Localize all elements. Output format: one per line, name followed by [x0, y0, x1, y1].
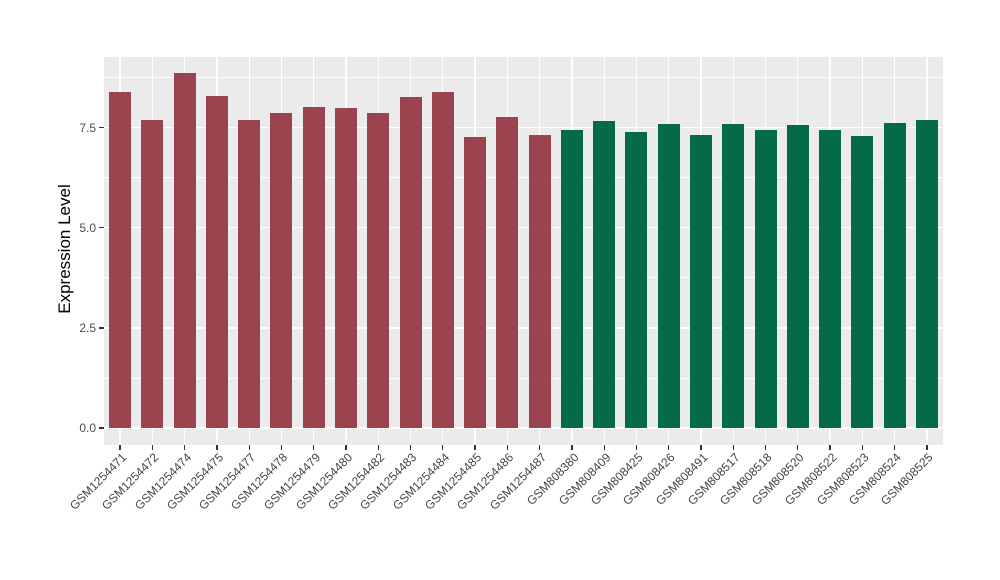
- y-tick-label: 7.5: [79, 120, 96, 135]
- bar-GSM808523: [851, 135, 874, 428]
- major-gridline: [104, 227, 943, 229]
- bar-GSM1254485: [464, 137, 487, 428]
- bar-GSM1254474: [173, 73, 196, 428]
- bar-GSM808425: [625, 132, 648, 428]
- bar-GSM1254486: [496, 117, 519, 428]
- y-tick-mark: [99, 126, 104, 129]
- x-tick-mark: [377, 445, 379, 450]
- bar-GSM808522: [819, 130, 842, 428]
- x-tick-mark: [119, 445, 121, 450]
- bar-GSM808524: [883, 123, 906, 428]
- bar-GSM808409: [593, 120, 616, 428]
- y-tick-label: 5.0: [79, 220, 96, 235]
- x-tick-mark: [829, 445, 831, 450]
- x-tick-mark: [571, 445, 573, 450]
- y-tick-mark: [99, 327, 104, 329]
- x-tick-mark: [603, 445, 605, 450]
- major-gridline: [104, 427, 943, 429]
- bar-GSM1254477: [238, 120, 261, 428]
- y-axis-title: Expression Level: [55, 184, 74, 314]
- minor-gridline: [104, 77, 943, 78]
- bar-GSM1254479: [302, 106, 325, 428]
- major-gridline: [104, 126, 943, 129]
- bar-GSM1254472: [141, 120, 164, 428]
- bar-GSM1254482: [367, 112, 390, 428]
- bar-GSM1254480: [335, 108, 358, 428]
- bar-GSM808517: [722, 124, 745, 428]
- x-tick-mark: [538, 445, 541, 450]
- bar-GSM1254487: [528, 135, 551, 428]
- x-tick-mark: [861, 445, 863, 450]
- x-tick-mark: [184, 445, 186, 450]
- bar-GSM1254483: [399, 96, 422, 428]
- x-tick-mark: [797, 445, 799, 450]
- bar-GSM808380: [560, 130, 583, 428]
- minor-gridline: [104, 377, 943, 379]
- x-tick-mark: [732, 445, 734, 450]
- x-tick-mark: [474, 445, 476, 450]
- x-tick-mark: [442, 445, 444, 450]
- minor-gridline: [104, 177, 943, 179]
- x-tick-mark: [345, 445, 347, 450]
- x-tick-mark: [668, 445, 670, 450]
- major-gridline: [104, 327, 943, 329]
- x-tick-mark: [151, 445, 154, 450]
- y-tick-mark: [99, 427, 104, 429]
- x-tick-mark: [893, 445, 896, 450]
- bar-GSM1254484: [431, 91, 454, 428]
- x-tick-mark: [764, 445, 767, 450]
- x-tick-mark: [506, 445, 508, 450]
- x-tick-mark: [313, 445, 315, 450]
- minor-gridline: [104, 277, 943, 279]
- y-tick-mark: [99, 227, 104, 229]
- x-tick-mark: [409, 445, 412, 450]
- x-tick-mark: [700, 445, 702, 450]
- x-tick-mark: [926, 445, 928, 450]
- y-tick-label: 2.5: [79, 320, 96, 335]
- bar-GSM808491: [689, 135, 712, 428]
- y-tick-label: 0.0: [79, 421, 96, 435]
- bar-GSM1254471: [109, 91, 132, 428]
- bar-GSM808520: [786, 124, 809, 428]
- x-tick-mark: [280, 445, 283, 450]
- bar-GSM808518: [754, 130, 777, 428]
- bar-GSM808525: [915, 119, 938, 428]
- x-tick-mark: [216, 445, 218, 450]
- x-tick-mark: [248, 445, 250, 450]
- bar-GSM1254478: [270, 112, 293, 428]
- x-tick-mark: [635, 445, 638, 450]
- plot-panel: [104, 57, 943, 445]
- bar-GSM808426: [657, 124, 680, 428]
- bar-GSM1254475: [205, 96, 228, 428]
